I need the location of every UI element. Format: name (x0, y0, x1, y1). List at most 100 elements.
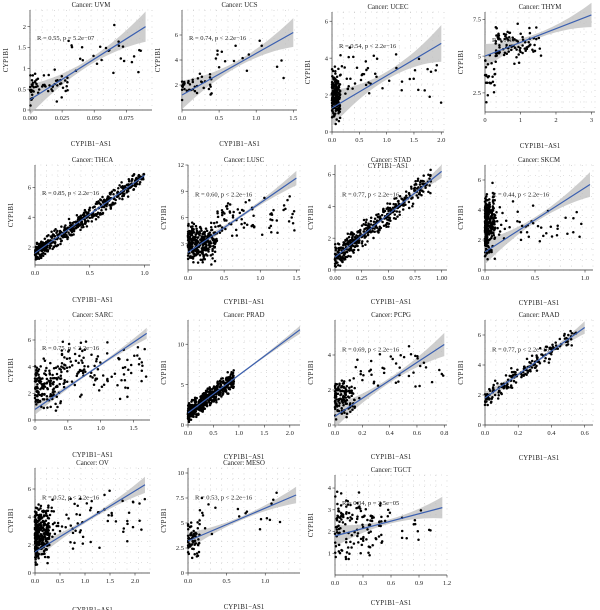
data-point (127, 179, 131, 183)
data-point (393, 213, 397, 216)
data-point (394, 381, 398, 384)
data-point (488, 389, 492, 393)
data-point (334, 247, 338, 250)
data-point (398, 194, 402, 198)
data-point (369, 519, 372, 522)
data-point (335, 80, 339, 84)
data-point (201, 258, 204, 262)
data-point (70, 44, 73, 47)
data-point (39, 507, 42, 510)
data-point (357, 241, 361, 244)
data-point (29, 74, 32, 77)
data-point (345, 77, 349, 81)
data-point (92, 383, 96, 387)
data-point (373, 230, 376, 233)
data-point (372, 380, 376, 384)
data-point (77, 361, 80, 365)
regression-line (187, 177, 297, 253)
data-point (411, 205, 414, 208)
data-point (400, 529, 404, 533)
data-point (350, 534, 354, 537)
data-point (186, 524, 190, 528)
data-point (567, 333, 570, 337)
data-point (196, 77, 200, 80)
data-point (207, 250, 210, 253)
data-point (352, 233, 356, 236)
data-point (484, 212, 487, 216)
data-point (192, 409, 195, 413)
data-point (205, 402, 208, 405)
data-point (79, 214, 83, 217)
data-point (33, 514, 37, 518)
data-point (359, 552, 362, 555)
x-axis-label: CYP1B1−AS1 (71, 141, 111, 148)
data-point (376, 215, 380, 219)
data-point (124, 386, 127, 389)
data-point (30, 78, 34, 82)
data-point (340, 548, 343, 552)
data-point (34, 534, 38, 538)
data-point (347, 511, 351, 515)
data-point (195, 415, 198, 419)
data-point (186, 534, 190, 537)
data-point (78, 57, 82, 61)
correlation-annotation: R = 0.34, p = 2.5e−05 (342, 500, 399, 507)
data-point (138, 181, 142, 184)
data-point (78, 217, 82, 221)
data-point (352, 55, 355, 59)
x-tick-label: 2 (554, 117, 557, 124)
data-point (110, 511, 113, 515)
x-tick-label: 0.8 (440, 430, 448, 437)
data-point (208, 73, 212, 76)
y-tick-label: 5 (478, 53, 481, 60)
data-point (131, 525, 135, 529)
data-point (343, 66, 346, 69)
data-point (554, 344, 558, 347)
data-point (189, 532, 192, 536)
data-point (428, 184, 431, 187)
data-point (486, 239, 490, 242)
data-point (211, 253, 214, 256)
data-point (43, 510, 47, 513)
data-point (359, 372, 362, 376)
data-point (71, 221, 74, 225)
data-point (391, 206, 395, 210)
data-point (190, 556, 194, 560)
data-point (364, 60, 368, 63)
data-point (44, 538, 48, 542)
data-point (88, 206, 92, 210)
data-point (71, 531, 75, 535)
data-point (116, 383, 119, 387)
data-point (364, 223, 367, 227)
data-point (500, 382, 503, 386)
data-point (29, 88, 33, 92)
data-point (240, 222, 243, 226)
data-point (69, 541, 72, 544)
data-point (70, 364, 74, 367)
data-point (358, 396, 361, 400)
data-point (252, 214, 255, 218)
data-point (35, 241, 39, 245)
data-point (91, 376, 94, 379)
data-point (489, 229, 492, 233)
y-tick-label: 0 (478, 422, 481, 429)
x-tick-label: 0.6 (581, 430, 590, 437)
data-point (202, 393, 206, 397)
data-point (58, 229, 62, 233)
dotted-grid (187, 319, 301, 426)
y-axis-label: CYP1B1 (161, 360, 168, 385)
data-point (343, 392, 347, 395)
data-point (41, 526, 45, 529)
data-point (48, 84, 51, 87)
data-point (347, 85, 350, 88)
data-point (181, 83, 185, 86)
data-point (547, 361, 551, 364)
data-point (81, 535, 85, 539)
data-point (335, 118, 338, 121)
data-point (55, 372, 59, 376)
data-point (45, 529, 48, 532)
data-point (416, 354, 419, 358)
data-point (521, 44, 524, 47)
data-point (364, 83, 368, 87)
data-point (491, 200, 495, 203)
